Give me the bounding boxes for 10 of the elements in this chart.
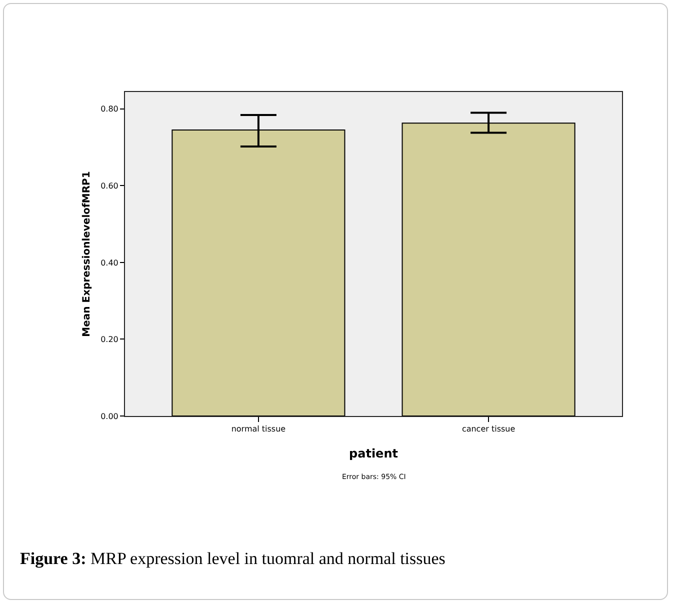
x-tick-label: normal tissue	[231, 424, 286, 434]
x-tick-label: cancer tissue	[462, 424, 516, 434]
caption: Figure 3: MRP expression level in tuomral and normal tissues	[20, 549, 446, 568]
y-tick-label: 0.80	[100, 104, 118, 114]
y-axis-title: Mean ExpressionlevelofMRP1	[82, 171, 93, 337]
y-tick-label: 0.20	[100, 335, 118, 344]
y-tick-label: 0.00	[100, 412, 118, 421]
y-tick-label: 0.60	[100, 181, 118, 190]
y-tick-label: 0.40	[100, 258, 118, 268]
x-axis-title: patient	[349, 446, 398, 460]
